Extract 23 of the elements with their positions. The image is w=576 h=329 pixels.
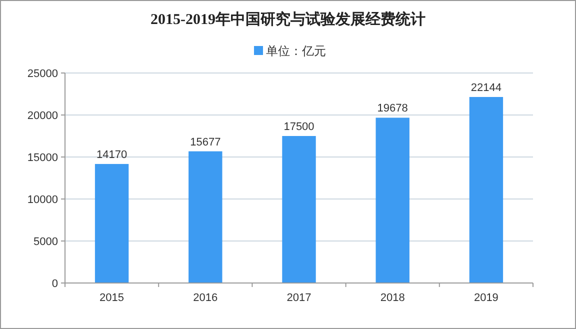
y-tick-label: 20000 <box>27 110 58 122</box>
data-label: 15677 <box>190 136 221 148</box>
y-tick-label: 0 <box>52 278 58 290</box>
legend-label: 单位：亿元 <box>266 44 326 58</box>
x-tick-label: 2017 <box>286 292 312 304</box>
bar <box>188 151 222 283</box>
y-tick-label: 10000 <box>27 194 58 206</box>
bar <box>282 136 316 283</box>
data-label: 22144 <box>470 82 502 94</box>
x-tick-label: 2019 <box>474 292 498 304</box>
chart-title: 2015-2019年中国研究与试验发展经费统计 <box>150 10 426 28</box>
y-tick-label: 5000 <box>34 236 58 248</box>
data-label: 19678 <box>377 102 408 115</box>
bar <box>376 118 410 283</box>
data-label: 14170 <box>96 148 128 161</box>
bar <box>469 96 504 283</box>
y-tick-label: 15000 <box>27 152 58 164</box>
x-tick-label: 2015 <box>100 292 124 304</box>
bar <box>94 164 129 283</box>
y-tick-label: 25000 <box>27 68 58 80</box>
x-tick-label: 2016 <box>193 292 218 304</box>
x-tick-label: 2018 <box>380 292 405 304</box>
data-label: 17500 <box>284 121 314 133</box>
